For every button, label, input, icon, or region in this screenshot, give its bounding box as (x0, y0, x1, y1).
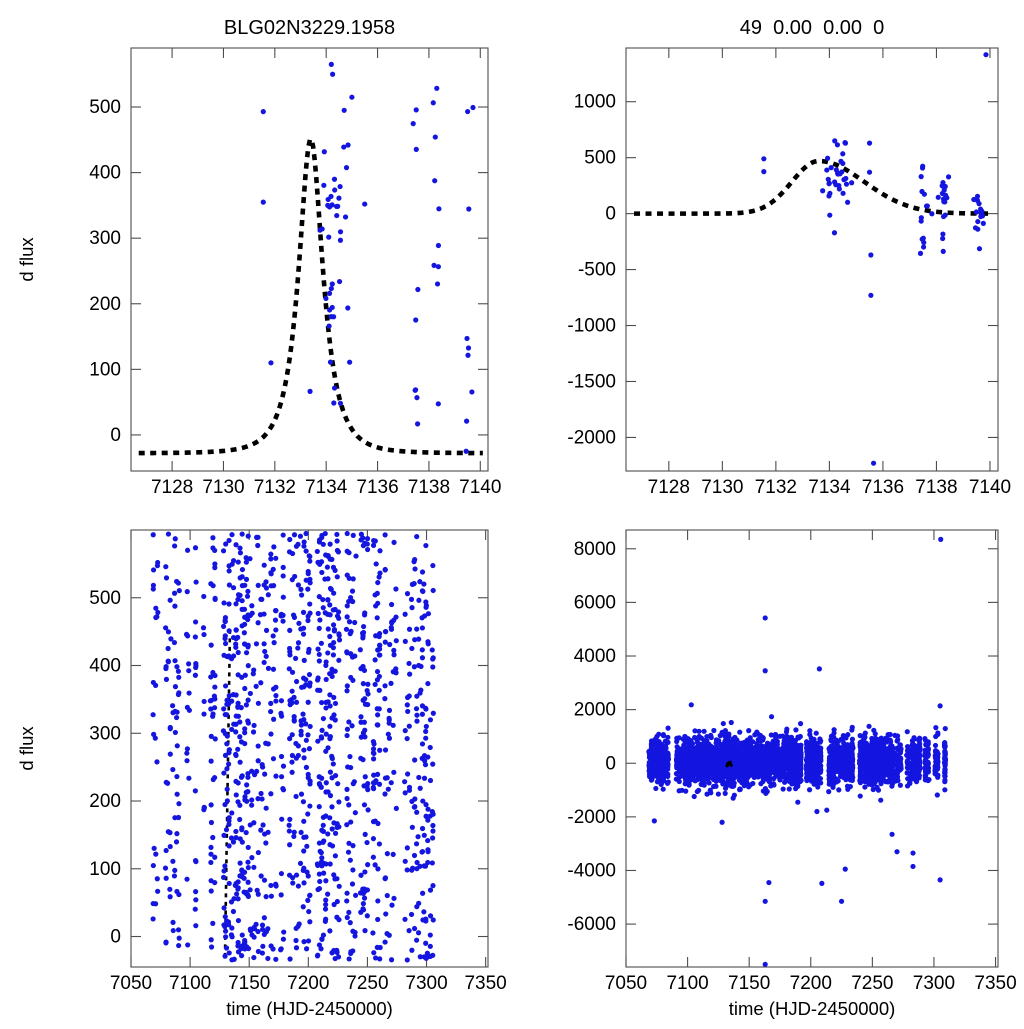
svg-text:7140: 7140 (459, 477, 501, 498)
svg-text:-500: -500 (578, 260, 616, 281)
svg-text:7150: 7150 (728, 973, 770, 994)
svg-text:1000: 1000 (574, 92, 616, 113)
svg-text:7250: 7250 (346, 973, 388, 994)
svg-text:7300: 7300 (405, 973, 447, 994)
svg-text:0: 0 (605, 753, 616, 774)
svg-text:7050: 7050 (110, 973, 152, 994)
svg-text:7130: 7130 (202, 477, 244, 498)
svg-text:7136: 7136 (356, 477, 398, 498)
svg-text:d flux: d flux (16, 237, 37, 282)
svg-text:7138: 7138 (915, 477, 957, 498)
svg-text:7138: 7138 (408, 477, 450, 498)
svg-text:0: 0 (110, 927, 121, 948)
svg-text:BLG02N3229.1958: BLG02N3229.1958 (224, 17, 395, 39)
svg-text:-4000: -4000 (567, 860, 616, 881)
svg-text:49 0.00 0.00 0: 49 0.00 0.00 0 (740, 17, 885, 39)
svg-text:7300: 7300 (913, 973, 955, 994)
svg-text:7136: 7136 (862, 477, 904, 498)
svg-text:-1000: -1000 (567, 316, 616, 337)
svg-text:time (HJD-2450000): time (HJD-2450000) (226, 998, 393, 1019)
svg-text:0: 0 (110, 425, 121, 446)
svg-text:100: 100 (89, 359, 121, 380)
svg-text:200: 200 (89, 791, 121, 812)
svg-text:400: 400 (89, 656, 121, 677)
svg-text:4000: 4000 (574, 646, 616, 667)
svg-text:500: 500 (584, 148, 616, 169)
svg-text:7100: 7100 (666, 973, 708, 994)
svg-text:200: 200 (89, 294, 121, 315)
svg-text:7050: 7050 (605, 973, 647, 994)
svg-text:-6000: -6000 (567, 914, 616, 935)
svg-text:7134: 7134 (305, 477, 348, 498)
svg-text:7128: 7128 (648, 477, 690, 498)
svg-text:100: 100 (89, 859, 121, 880)
svg-text:7200: 7200 (287, 973, 329, 994)
svg-text:300: 300 (89, 228, 121, 249)
svg-text:-2000: -2000 (567, 807, 616, 828)
svg-text:7350: 7350 (974, 973, 1016, 994)
svg-text:500: 500 (89, 588, 121, 609)
svg-text:7100: 7100 (169, 973, 211, 994)
svg-text:7350: 7350 (464, 973, 506, 994)
svg-text:-2000: -2000 (567, 427, 616, 448)
svg-text:7140: 7140 (969, 477, 1011, 498)
svg-text:-1500: -1500 (567, 371, 616, 392)
svg-text:7132: 7132 (755, 477, 797, 498)
svg-text:6000: 6000 (574, 592, 616, 613)
svg-text:300: 300 (89, 723, 121, 744)
svg-text:7150: 7150 (228, 973, 270, 994)
svg-text:d flux: d flux (16, 726, 37, 771)
svg-text:7200: 7200 (790, 973, 832, 994)
svg-text:7130: 7130 (701, 477, 743, 498)
svg-text:400: 400 (89, 163, 121, 184)
svg-text:7250: 7250 (851, 973, 893, 994)
svg-text:7128: 7128 (151, 477, 193, 498)
svg-text:time (HJD-2450000): time (HJD-2450000) (729, 998, 896, 1019)
svg-text:7132: 7132 (254, 477, 296, 498)
svg-text:7134: 7134 (808, 477, 851, 498)
svg-text:500: 500 (89, 97, 121, 118)
svg-text:2000: 2000 (574, 700, 616, 721)
svg-text:8000: 8000 (574, 539, 616, 560)
svg-text:0: 0 (605, 204, 616, 225)
